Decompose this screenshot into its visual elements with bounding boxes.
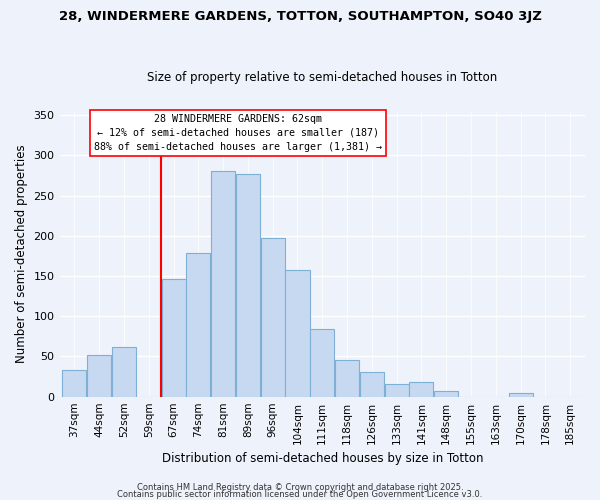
Bar: [310, 329, 334, 396]
Title: Size of property relative to semi-detached houses in Totton: Size of property relative to semi-detach…: [147, 70, 497, 84]
Bar: [509, 392, 533, 396]
Bar: [360, 372, 384, 396]
Text: Contains HM Land Registry data © Crown copyright and database right 2025.: Contains HM Land Registry data © Crown c…: [137, 484, 463, 492]
Text: Contains public sector information licensed under the Open Government Licence v3: Contains public sector information licen…: [118, 490, 482, 499]
Text: 28, WINDERMERE GARDENS, TOTTON, SOUTHAMPTON, SO40 3JZ: 28, WINDERMERE GARDENS, TOTTON, SOUTHAMP…: [59, 10, 541, 23]
Bar: [211, 170, 235, 396]
Bar: [286, 270, 310, 396]
Bar: [187, 254, 211, 396]
Bar: [260, 238, 285, 396]
Text: 28 WINDERMERE GARDENS: 62sqm
← 12% of semi-detached houses are smaller (187)
88%: 28 WINDERMERE GARDENS: 62sqm ← 12% of se…: [94, 114, 382, 152]
Bar: [335, 360, 359, 397]
Y-axis label: Number of semi-detached properties: Number of semi-detached properties: [15, 144, 28, 363]
Bar: [236, 174, 260, 396]
X-axis label: Distribution of semi-detached houses by size in Totton: Distribution of semi-detached houses by …: [161, 452, 483, 465]
Bar: [62, 370, 86, 396]
Bar: [87, 355, 111, 397]
Bar: [434, 391, 458, 396]
Bar: [112, 347, 136, 397]
Bar: [385, 384, 409, 396]
Bar: [161, 279, 185, 396]
Bar: [409, 382, 433, 396]
